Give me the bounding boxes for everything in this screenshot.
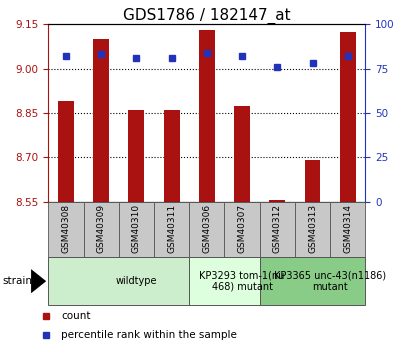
- Bar: [340, 31, 356, 202]
- Text: GSM40314: GSM40314: [343, 204, 352, 253]
- Bar: [93, 39, 109, 202]
- Text: GSM40307: GSM40307: [238, 204, 247, 253]
- Text: count: count: [61, 312, 91, 322]
- Text: KP3365 unc-43(n1186)
mutant: KP3365 unc-43(n1186) mutant: [274, 270, 386, 292]
- Text: wildtype: wildtype: [116, 276, 157, 286]
- Polygon shape: [31, 269, 46, 293]
- Text: GSM40308: GSM40308: [61, 204, 71, 253]
- Text: GSM40313: GSM40313: [308, 204, 317, 253]
- Text: GSM40306: GSM40306: [202, 204, 211, 253]
- Bar: [224, 202, 260, 257]
- Bar: [199, 30, 215, 202]
- Text: GSM40310: GSM40310: [132, 204, 141, 253]
- Bar: [260, 202, 295, 257]
- Bar: [269, 200, 285, 202]
- Bar: [48, 257, 189, 305]
- Bar: [295, 202, 330, 257]
- Text: GSM40312: GSM40312: [273, 204, 282, 253]
- Bar: [304, 160, 320, 202]
- Bar: [84, 202, 119, 257]
- Bar: [260, 257, 365, 305]
- Bar: [330, 202, 365, 257]
- Bar: [48, 202, 84, 257]
- Bar: [129, 110, 144, 202]
- Text: percentile rank within the sample: percentile rank within the sample: [61, 330, 237, 340]
- Bar: [189, 202, 224, 257]
- Text: GSM40311: GSM40311: [167, 204, 176, 253]
- Text: GSM40309: GSM40309: [97, 204, 106, 253]
- Text: KP3293 tom-1(nu
468) mutant: KP3293 tom-1(nu 468) mutant: [200, 270, 285, 292]
- Bar: [58, 101, 74, 202]
- Bar: [189, 257, 260, 305]
- Bar: [164, 110, 179, 202]
- Bar: [119, 202, 154, 257]
- Title: GDS1786 / 182147_at: GDS1786 / 182147_at: [123, 8, 291, 24]
- Bar: [234, 106, 250, 202]
- Bar: [154, 202, 189, 257]
- Text: strain: strain: [2, 276, 32, 286]
